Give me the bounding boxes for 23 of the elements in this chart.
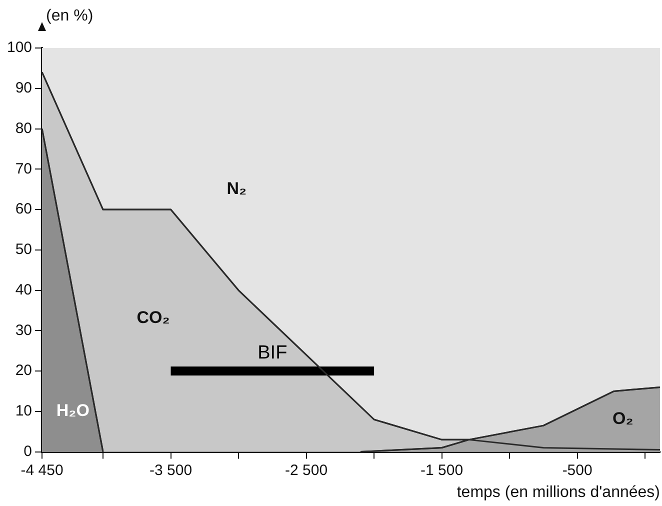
y-tick-label: 0 (24, 442, 32, 460)
annotation: N₂ (226, 179, 247, 198)
y-tick-label: 60 (15, 200, 32, 218)
y-tick-label: 20 (15, 362, 32, 380)
x-tick-label: -4 450 (20, 462, 64, 479)
x-axis-title: temps (en millions d'années) (456, 484, 660, 501)
y-tick-label: 30 (15, 322, 32, 339)
y-tick-label: 70 (15, 160, 32, 178)
x-tick-label: -2 500 (285, 462, 328, 479)
series-label: H₂O (56, 401, 90, 420)
y-tick-label: 90 (15, 80, 32, 97)
x-tick-label: -500 (562, 462, 592, 479)
y-tick-label: 80 (15, 120, 32, 137)
series-label: CO₂ (136, 308, 170, 328)
series-label: O₂ (612, 409, 634, 428)
y-tick-label: 40 (15, 281, 32, 298)
y-axis-title: (en %) (46, 7, 94, 24)
y-tick-label: 50 (15, 241, 32, 258)
x-tick-label: -1 500 (420, 462, 464, 479)
y-tick-label: 10 (15, 402, 32, 420)
series-label: BIF (258, 342, 288, 364)
x-tick-label: -3 500 (150, 462, 192, 479)
y-tick-label: 100 (6, 39, 32, 56)
